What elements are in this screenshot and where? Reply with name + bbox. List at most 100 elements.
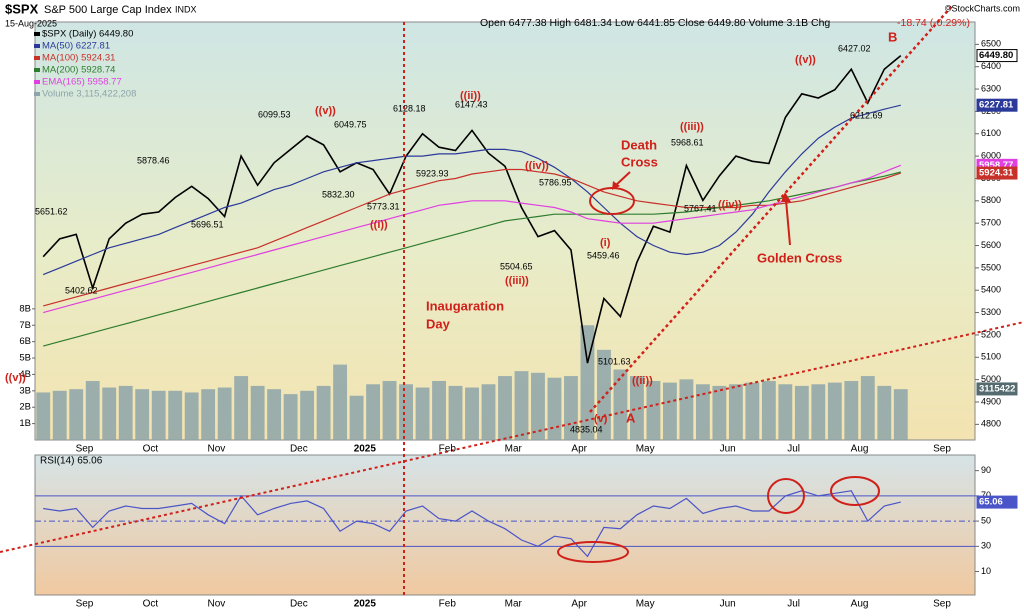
volume-bar [69, 389, 84, 440]
volume-bar [151, 390, 166, 440]
volume-bar [547, 377, 562, 440]
moving-average [42, 104, 901, 276]
volume-bar [399, 384, 413, 440]
quote: Open 6477.38 High 6481.34 Low 6441.85 Cl… [480, 17, 830, 29]
volume-bar [448, 385, 463, 440]
y-tick-label: 5600 [981, 240, 1001, 250]
x-tick-label: Sep [76, 599, 94, 610]
wave-label: ((v)) [795, 54, 816, 66]
arrow-head [781, 192, 791, 202]
arrow [785, 199, 791, 246]
price-label: 5773.31 [367, 201, 400, 211]
y-tick-label: 6100 [981, 128, 1001, 138]
x-tick-label: Oct [143, 599, 159, 610]
volume-bar [184, 392, 199, 440]
price-tag-label: 3115422 [979, 383, 1015, 394]
y2-tick-label: 8B [19, 303, 31, 314]
price-label: 5923.93 [416, 168, 449, 178]
wave-label: ((v)) [5, 372, 26, 384]
price-label: 4835.04 [570, 424, 603, 434]
y-tick-label: 6500 [981, 39, 1001, 49]
wave-label: ((iv)) [718, 199, 742, 211]
volume-bar [217, 387, 232, 440]
wave-label: Day [426, 316, 451, 331]
price-tag [976, 166, 1018, 180]
rsi-label: RSI(14) 65.06 [40, 456, 103, 467]
price-label: 6427.02 [838, 43, 871, 53]
arrow-head [612, 181, 620, 190]
price-line [42, 54, 902, 364]
volume-bar [333, 364, 348, 440]
volume-bar [382, 380, 397, 440]
volume-bar [250, 385, 265, 440]
price-label: 6128.18 [393, 103, 426, 113]
volume-bar [52, 390, 67, 440]
moving-average [43, 168, 901, 307]
volume-bar [432, 380, 446, 440]
legend-swatch [34, 68, 40, 72]
x-tick-label: 2025 [354, 599, 377, 610]
legend-swatch [34, 32, 40, 36]
x-tick-label: Apr [571, 444, 587, 455]
x-tick-label: Sep [933, 444, 951, 455]
legend-label: MA(100) 5924.31 [42, 53, 115, 64]
volume-bar [712, 385, 727, 440]
volume-bar [102, 387, 117, 440]
y-tick-label: 6000 [981, 150, 1001, 160]
price-label: 6147.43 [455, 99, 488, 109]
rsi-panel [34, 454, 976, 596]
trendline-long [0, 321, 1024, 553]
wave-label: Death [621, 137, 657, 152]
y-tick-label: 5200 [981, 329, 1001, 339]
rsi-circle [557, 541, 629, 563]
volume-bar [695, 384, 710, 440]
price-tag-label: 6449.80 [979, 50, 1013, 61]
y2-tick-label: 6B [19, 336, 31, 347]
volume-bar [349, 395, 364, 440]
x-tick-label: Aug [851, 444, 869, 455]
x-tick-label: Dec [290, 444, 308, 455]
y-tick-label: 5700 [981, 218, 1001, 228]
price-label: 5968.61 [671, 137, 704, 147]
x-tick-label: May [636, 599, 655, 610]
price-label: 5651.62 [35, 206, 68, 216]
legend-label: $SPX (Daily) 6449.80 [42, 29, 133, 40]
x-tick-label: Sep [76, 444, 94, 455]
main-panel [34, 21, 976, 441]
volume-bar [85, 380, 100, 440]
rsi-tick-label: 30 [981, 541, 991, 551]
price-label: 6099.53 [258, 109, 291, 119]
volume-bar [794, 385, 809, 440]
volume-bar [36, 392, 51, 440]
wave-label: ((iv)) [525, 160, 549, 172]
legend-swatch [34, 56, 40, 60]
volume-bar [662, 382, 677, 440]
volume-bar [827, 382, 842, 440]
volume-bar [597, 349, 611, 440]
wave-label: B [888, 29, 897, 44]
y-tick-label: 5100 [981, 352, 1001, 362]
volume-bar [679, 379, 694, 440]
y-tick-label: 4800 [981, 419, 1001, 429]
date: 15-Aug-2025 [5, 18, 57, 28]
legend-swatch [34, 92, 40, 96]
legend-label: Volume 3,115,422,208 [42, 89, 136, 100]
volume-bar [234, 376, 249, 440]
volume-bar [745, 382, 760, 440]
x-tick-label: Jun [720, 444, 736, 455]
price-tag-label: 5958.77 [979, 160, 1013, 171]
wave-label: (v) [594, 413, 608, 425]
volume-bar [877, 385, 892, 440]
y2-tick-label: 1B [19, 418, 31, 429]
x-tick-label: Feb [439, 599, 457, 610]
x-tick-label: May [636, 444, 655, 455]
legend-label: MA(200) 5928.74 [42, 65, 115, 76]
wave-label: ((ii)) [632, 375, 653, 387]
volume-bar [316, 385, 331, 440]
price-label: 5767.41 [684, 203, 717, 213]
price-tag [976, 495, 1018, 509]
x-tick-label: Jun [720, 599, 736, 610]
index-name: S&P 500 Large Cap Index [44, 4, 172, 16]
volume-bar [465, 387, 479, 440]
wave-label: ((ii)) [460, 90, 481, 102]
